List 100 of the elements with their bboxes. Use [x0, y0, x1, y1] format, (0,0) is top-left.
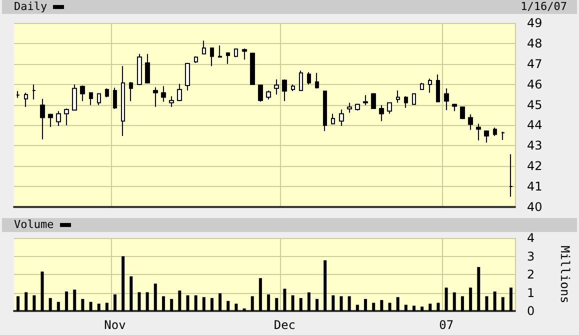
y-tick-label: 46 — [527, 77, 542, 92]
bar — [348, 296, 351, 311]
candlestick — [234, 48, 238, 58]
candlestick — [331, 113, 335, 125]
bar — [242, 308, 246, 311]
candlestick — [436, 74, 440, 102]
candlestick — [299, 70, 303, 91]
candlestick — [105, 88, 109, 98]
candlestick — [291, 84, 295, 92]
bar — [234, 304, 238, 311]
bar — [146, 292, 149, 311]
bar — [316, 298, 319, 311]
candlestick — [428, 78, 432, 94]
candlestick — [16, 90, 20, 98]
bar — [114, 294, 117, 311]
candlestick — [315, 72, 319, 89]
candlestick — [452, 103, 457, 112]
candlestick — [307, 72, 311, 86]
candlestick — [72, 84, 77, 111]
bar — [356, 304, 359, 311]
bar — [154, 284, 157, 311]
y-tick-label: 48 — [527, 36, 542, 50]
bar — [16, 296, 20, 311]
candlestick — [97, 93, 101, 106]
x-tick-label: Dec — [274, 318, 296, 332]
candlestick — [89, 92, 93, 106]
candlestick — [484, 130, 489, 144]
bar — [412, 306, 416, 311]
candlestick — [177, 83, 182, 102]
y-tick-label: 43 — [527, 138, 542, 153]
bar — [89, 302, 92, 311]
candlestick — [210, 47, 214, 67]
y-tick-label: 45 — [527, 98, 542, 112]
bar — [105, 302, 108, 311]
candlestick — [129, 82, 133, 102]
bar — [372, 302, 376, 311]
candlestick — [396, 90, 400, 104]
bar — [202, 297, 206, 311]
bar — [460, 296, 464, 311]
text: 1/16/07 — [520, 0, 567, 14]
candlestick — [80, 85, 85, 102]
bar — [258, 278, 262, 311]
bar — [122, 256, 125, 311]
candlestick — [32, 84, 36, 100]
bar — [299, 298, 302, 311]
bar — [444, 288, 448, 311]
bar — [477, 267, 480, 311]
y-tick-label: 2 — [527, 268, 535, 282]
bar — [97, 304, 100, 311]
candlestick — [274, 78, 279, 96]
bar — [73, 290, 76, 311]
chart-title: Daily — [14, 0, 48, 14]
candlestick — [404, 96, 408, 108]
y-tick-label: 40 — [527, 200, 542, 214]
bar — [40, 272, 44, 311]
candlestick — [64, 108, 69, 126]
bar — [501, 297, 504, 311]
y-tick-label: 1 — [527, 286, 535, 300]
bar — [194, 295, 198, 311]
bar — [275, 298, 278, 311]
x-tick-label: 07 — [439, 318, 454, 332]
bar — [420, 306, 424, 311]
bar — [48, 298, 52, 311]
candlestick — [282, 78, 287, 102]
candlestick — [121, 66, 125, 137]
y-tick-label: 44 — [527, 118, 542, 132]
candlestick — [56, 110, 61, 127]
candlestick — [40, 98, 45, 140]
bar — [218, 293, 222, 311]
y-tick-label: 47 — [527, 56, 542, 71]
bar — [485, 296, 488, 311]
bar — [380, 300, 384, 311]
bar — [267, 294, 270, 311]
candlestick — [24, 92, 28, 108]
candlestick — [347, 102, 352, 114]
candlestick — [420, 82, 424, 90]
candlestick — [444, 88, 449, 111]
candlestick — [145, 53, 150, 84]
bar — [428, 304, 432, 311]
bar — [65, 291, 68, 311]
candlestick — [379, 104, 384, 122]
bar — [24, 292, 28, 311]
bar — [307, 292, 310, 311]
bar — [56, 302, 60, 311]
bar — [250, 296, 254, 311]
bar — [469, 288, 472, 311]
bar — [388, 302, 392, 311]
candlestick — [185, 62, 190, 91]
candlestick — [387, 102, 392, 114]
x-tick-label: Nov — [104, 318, 126, 332]
bar — [186, 295, 190, 311]
candlestick — [161, 86, 166, 102]
candlestick — [339, 108, 344, 127]
candlestick — [509, 154, 513, 198]
candlestick — [460, 106, 465, 120]
bar — [452, 292, 456, 311]
candlestick — [493, 127, 497, 137]
bar — [332, 295, 335, 311]
candlestick — [468, 114, 473, 130]
candlestick — [169, 96, 174, 108]
